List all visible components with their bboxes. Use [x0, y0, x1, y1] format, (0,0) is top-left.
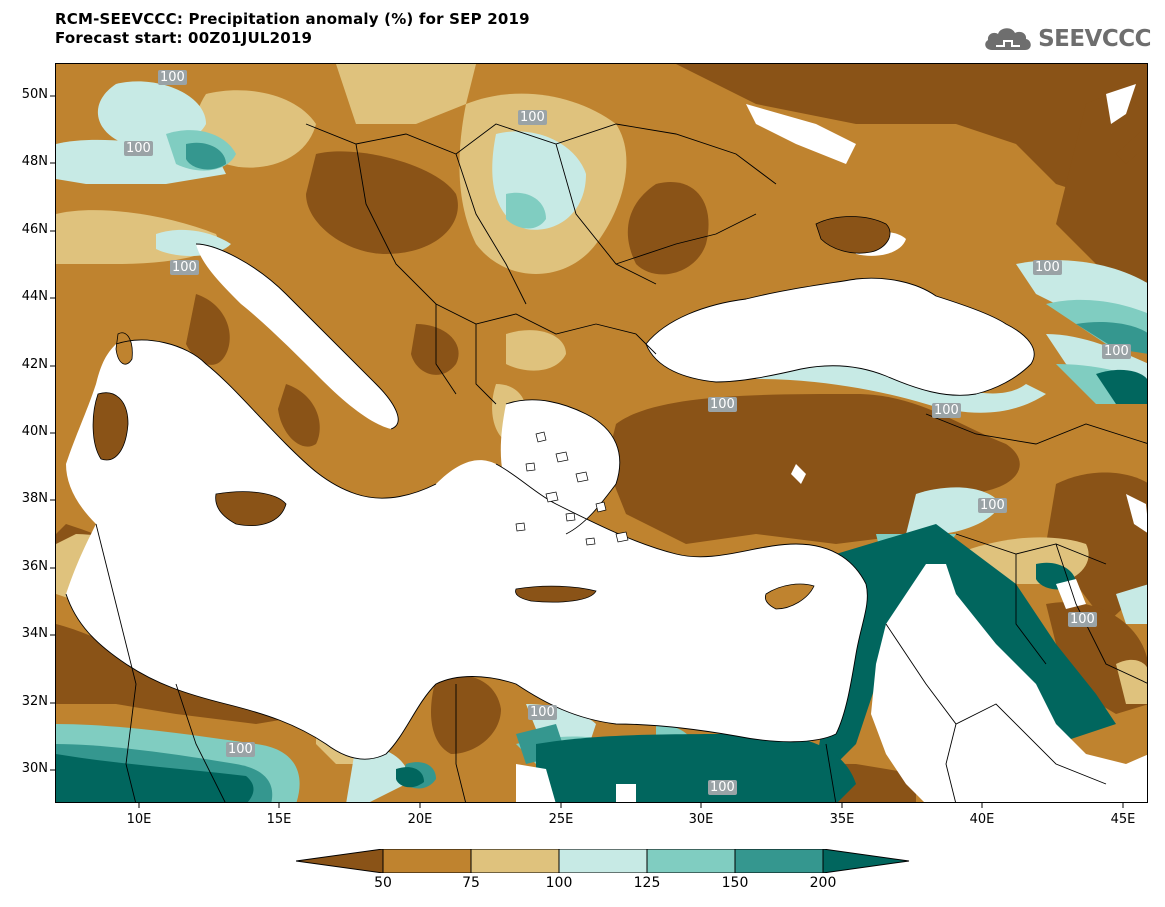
lat-label: 36N [21, 559, 48, 574]
contour-label: 100 [170, 260, 199, 275]
lon-label: 25E [548, 812, 574, 827]
contour-label: 100 [518, 110, 547, 125]
lon-label: 35E [829, 812, 855, 827]
contour-label: 100 [978, 498, 1007, 513]
title-line-1: RCM-SEEVCCC: Precipitation anomaly (%) f… [55, 10, 530, 28]
sardinia [92, 392, 129, 461]
lat-label: 50N [21, 87, 48, 102]
colorbar [296, 849, 910, 873]
contour-label: 100 [528, 705, 557, 720]
cloud-icon [985, 28, 1031, 50]
contour-label: 100 [1033, 260, 1062, 275]
lat-label: 46N [21, 222, 48, 237]
colorbar-segment-150-200 [734, 849, 824, 873]
sicily [215, 491, 287, 526]
map-title: RCM-SEEVCCC: Precipitation anomaly (%) f… [55, 10, 530, 48]
lat-label: 30N [21, 761, 48, 776]
lat-label: 48N [21, 154, 48, 169]
contour-label: 100 [124, 141, 153, 156]
title-line-2: Forecast start: 00Z01JUL2019 [55, 29, 313, 47]
crimea [815, 216, 891, 254]
colorbar-segment-100-125 [558, 849, 648, 873]
contour-label: 100 [708, 397, 737, 412]
seevccc-logo: SEEVCCC [982, 22, 1151, 56]
colorbar-label: 200 [809, 875, 837, 891]
lon-label: 15E [266, 812, 292, 827]
lat-label: 40N [21, 424, 48, 439]
contour-label: 100 [1068, 612, 1097, 627]
lat-label: 32N [21, 694, 48, 709]
colorbar-segment-gt200 [822, 849, 910, 873]
lat-label: 34N [21, 626, 48, 641]
logo-text: SEEVCCC [1038, 26, 1151, 52]
map-frame: 100 100 100 100 100 100 100 100 100 100 … [55, 63, 1148, 803]
crete [515, 585, 597, 603]
lon-label: 20E [407, 812, 433, 827]
colorbar-label: 50 [374, 875, 392, 891]
colorbar-label: 125 [633, 875, 661, 891]
contour-label: 100 [1102, 344, 1131, 359]
colorbar-label: 75 [462, 875, 480, 891]
lon-label: 30E [688, 812, 714, 827]
contour-label: 100 [708, 780, 737, 795]
contour-label: 100 [158, 70, 187, 85]
colorbar-label: 150 [721, 875, 749, 891]
aegean-islands [515, 431, 629, 546]
contour-label: 100 [226, 742, 255, 757]
lat-label: 42N [21, 357, 48, 372]
coastlines-borders [65, 123, 1147, 802]
precipitation-anomaly-map [56, 64, 1147, 802]
sea-mask [66, 84, 1147, 802]
lat-label: 44N [21, 289, 48, 304]
colorbar-segment-75-100 [470, 849, 560, 873]
lon-label: 45E [1110, 812, 1136, 827]
lon-label: 40E [969, 812, 995, 827]
lat-label: 38N [21, 491, 48, 506]
cyprus [764, 583, 815, 610]
colorbar-segment-lt50 [296, 849, 384, 873]
colorbar-label: 100 [545, 875, 573, 891]
contour-label: 100 [932, 403, 961, 418]
colorbar-segment-50-75 [382, 849, 472, 873]
lon-label: 10E [126, 812, 152, 827]
colorbar-segment-125-150 [646, 849, 736, 873]
